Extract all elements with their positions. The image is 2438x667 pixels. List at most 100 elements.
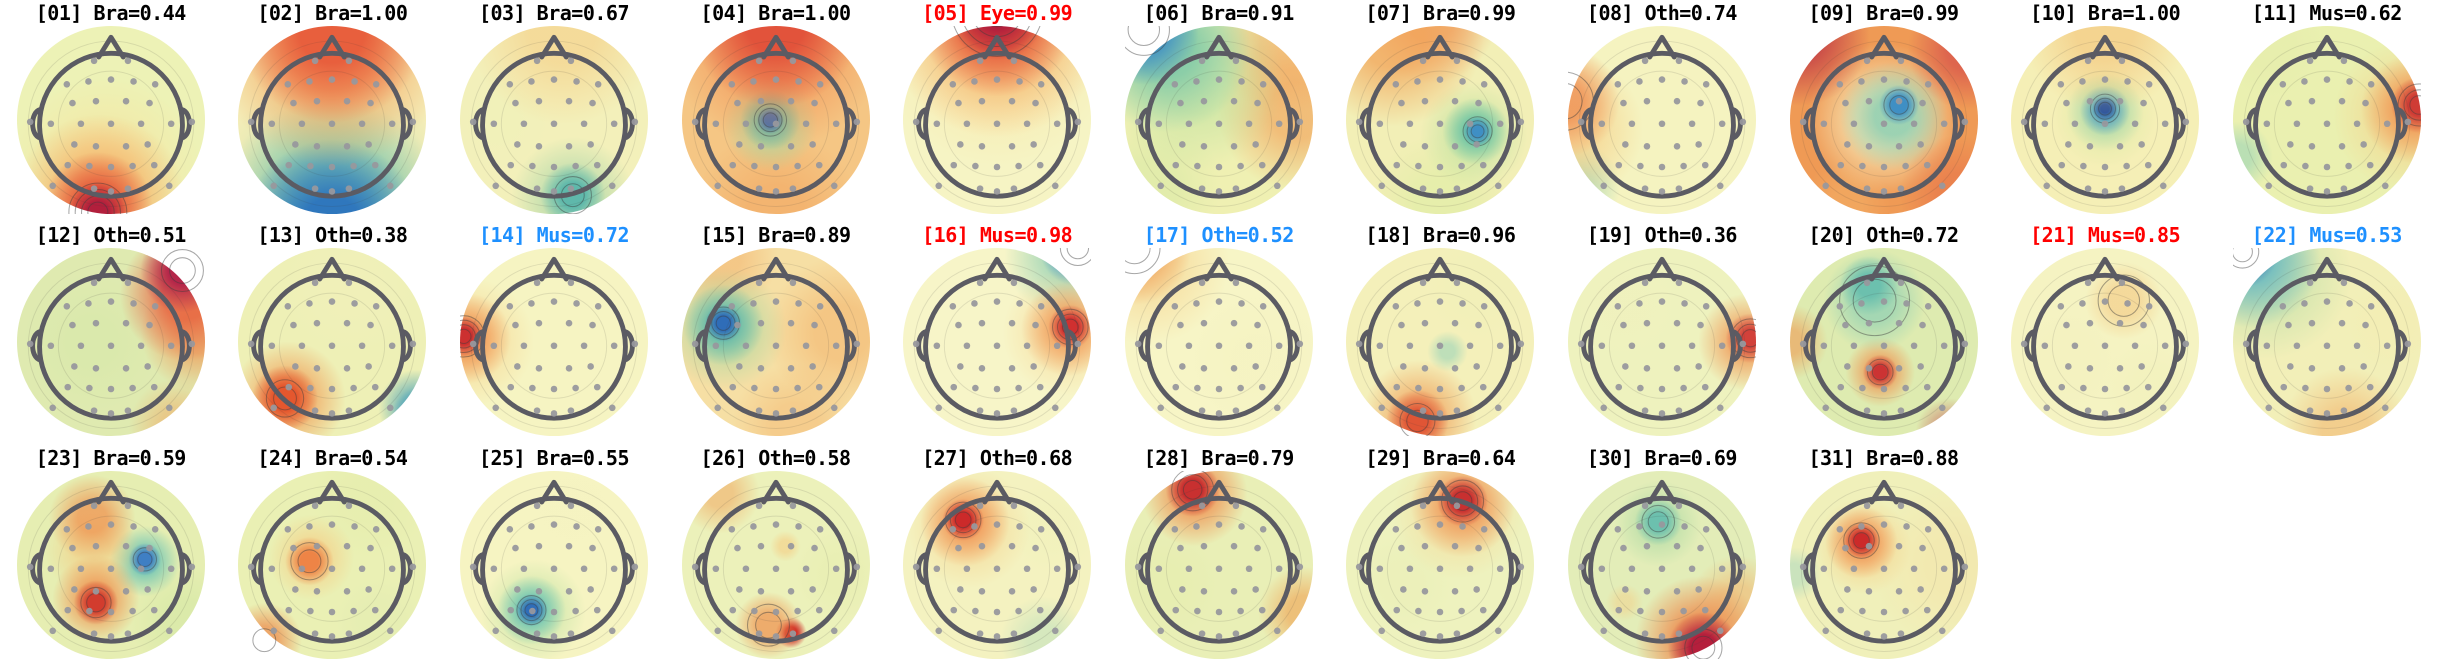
electrode-dot <box>1481 525 1488 533</box>
electrode-dot <box>2323 342 2331 350</box>
electrode-dot <box>1680 162 1687 170</box>
component-title: [26] Oth=0.58 <box>700 445 852 470</box>
topomap[interactable] <box>238 248 427 437</box>
topomap[interactable] <box>16 248 205 437</box>
electrode-dot <box>344 143 351 150</box>
electrode-dot <box>248 118 255 126</box>
topomap[interactable] <box>238 26 427 214</box>
topomap[interactable] <box>903 470 1092 659</box>
head-outline <box>1366 495 1515 644</box>
electrode-dot <box>188 340 195 348</box>
electrode-dot <box>2242 340 2250 348</box>
contour-ring <box>1871 364 1889 381</box>
contour-line <box>1830 515 1937 622</box>
electrode-dot <box>978 587 986 595</box>
electrode-dot <box>794 522 802 530</box>
electrode-dot <box>1628 342 1636 350</box>
electrode-dot <box>2063 99 2070 107</box>
head-outline <box>701 50 850 199</box>
electrode-dot <box>935 627 943 634</box>
topomap[interactable] <box>1789 470 1978 659</box>
electrode-dot <box>2146 303 2153 310</box>
electrode-dot <box>2323 386 2331 393</box>
electrode-dot <box>1414 300 1422 308</box>
electrode-dot <box>1658 410 1666 418</box>
head-outline <box>1144 495 1293 644</box>
electrode-dot <box>1697 322 1704 329</box>
electrode-dot <box>1008 143 1016 150</box>
electrode-dot <box>810 322 818 329</box>
electrode-dots <box>1134 279 1303 418</box>
electrode-dot <box>1641 57 1649 65</box>
topomap[interactable] <box>2232 26 2421 214</box>
topomap[interactable] <box>1124 248 1313 437</box>
topomap[interactable] <box>1346 248 1535 437</box>
topomap[interactable] <box>681 470 870 659</box>
electrode-dot <box>963 120 971 128</box>
electrode-dot <box>1673 542 1681 550</box>
topomap[interactable] <box>459 248 648 437</box>
electrode-dot <box>1517 563 1525 570</box>
electrode-dot <box>359 342 366 350</box>
electrode-dot <box>90 502 98 509</box>
electrode-dots <box>1799 57 1968 195</box>
topomap[interactable] <box>16 470 205 659</box>
electrode-dot <box>1200 587 1208 595</box>
electrode-dot <box>1452 97 1459 105</box>
electrode-dot <box>1037 384 1044 391</box>
electrode-dot <box>631 340 639 348</box>
electrode-dot <box>1495 404 1502 412</box>
head-outline <box>1588 495 1736 644</box>
topomap[interactable] <box>681 248 870 437</box>
topomap[interactable] <box>903 248 1092 437</box>
contour-ring <box>168 257 196 285</box>
electrode-dot <box>2101 386 2109 393</box>
electrode-dot <box>528 522 535 530</box>
topomap[interactable] <box>903 26 1092 214</box>
topomap[interactable] <box>1567 470 1756 659</box>
electrode-dot <box>2021 118 2028 126</box>
topomap[interactable] <box>1346 470 1535 659</box>
electrode-dot <box>2306 407 2314 415</box>
electrode-dot <box>329 120 336 128</box>
electrode-dot <box>535 542 543 550</box>
electrode-dot <box>608 627 616 634</box>
topomap[interactable] <box>459 26 648 214</box>
topomap[interactable] <box>2011 248 2200 437</box>
electrode-dot <box>150 606 158 614</box>
electrode-dot <box>593 606 601 614</box>
electrode-dot <box>312 279 319 287</box>
electrode-dot <box>1695 585 1702 593</box>
electrode-dot <box>2284 99 2292 107</box>
nose-icon <box>1204 34 1234 60</box>
electrode-dot <box>1398 99 1406 107</box>
ica-component-cell: [07] Bra=0.99 <box>1330 0 1552 222</box>
topomap[interactable] <box>1346 26 1535 214</box>
electrode-dot <box>329 608 336 615</box>
topomap[interactable] <box>1789 248 1978 437</box>
electrode-dot <box>1799 118 1806 126</box>
topomap[interactable] <box>2011 26 2200 214</box>
topomap[interactable] <box>1567 248 1756 437</box>
electrode-dot <box>935 404 943 412</box>
ica-component-cell: [22] Mus=0.53 <box>2216 222 2438 444</box>
topomap[interactable] <box>238 470 427 659</box>
topomap[interactable] <box>1789 26 1978 214</box>
topomap[interactable] <box>1124 26 1313 214</box>
topomap[interactable] <box>681 26 870 214</box>
electrode-dot <box>1015 385 1023 392</box>
electrode-dot <box>1230 587 1238 595</box>
electrode-dot <box>2071 342 2079 350</box>
electrode-dot <box>329 410 336 418</box>
electrode-dot <box>1398 322 1406 329</box>
electrode-dot <box>793 385 801 392</box>
electrode-dot <box>1054 565 1061 572</box>
topomap[interactable] <box>1124 470 1313 659</box>
topomap[interactable] <box>16 26 205 214</box>
topomap[interactable] <box>459 470 648 659</box>
topomap[interactable] <box>2232 248 2421 437</box>
electrode-dot <box>47 565 54 572</box>
topomap[interactable] <box>1567 26 1756 214</box>
electrode-dot <box>1799 340 1806 348</box>
electrode-dot <box>971 300 978 308</box>
